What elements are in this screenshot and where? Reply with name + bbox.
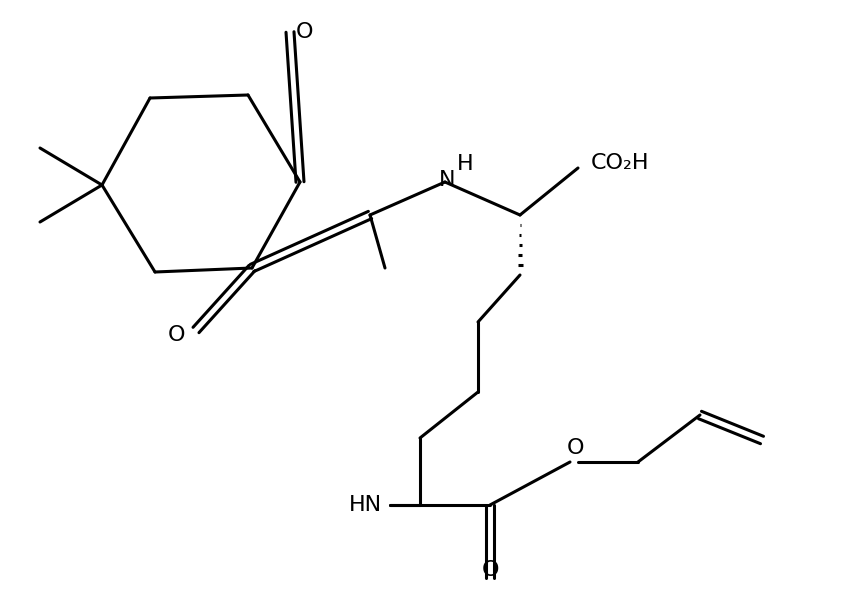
Text: O: O: [168, 325, 184, 345]
Text: N: N: [439, 170, 455, 190]
Text: O: O: [295, 22, 313, 42]
Text: H: H: [457, 154, 473, 174]
Text: O: O: [566, 438, 584, 458]
Text: CO₂H: CO₂H: [591, 153, 649, 173]
Text: O: O: [481, 560, 499, 580]
Text: HN: HN: [349, 495, 382, 515]
